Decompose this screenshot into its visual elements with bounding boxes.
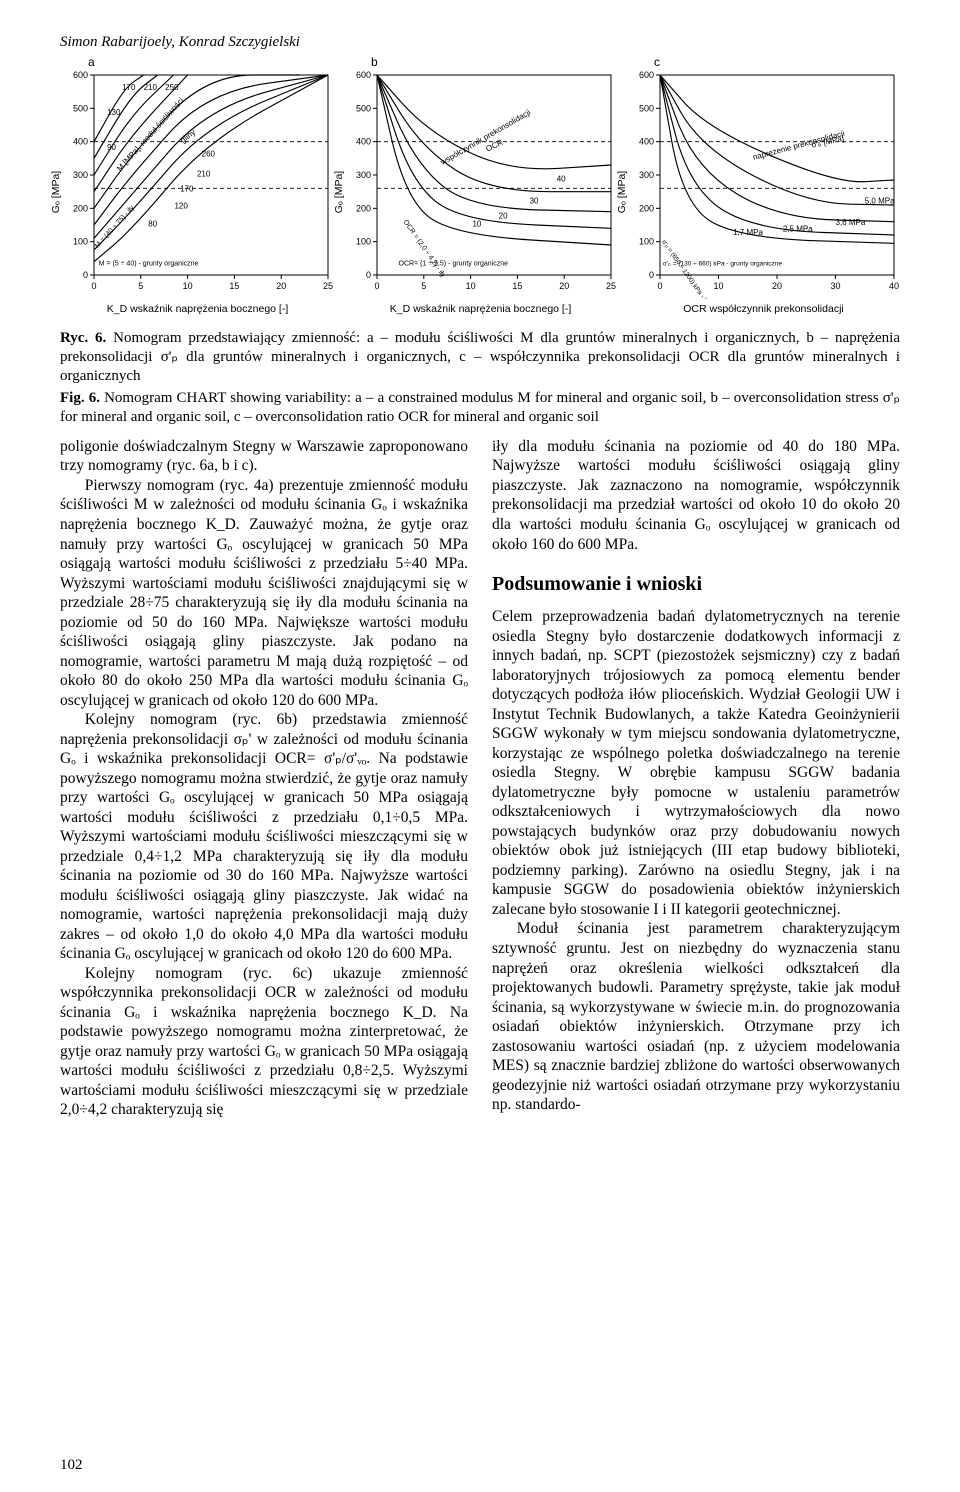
svg-text:400: 400 bbox=[73, 137, 88, 147]
svg-text:0: 0 bbox=[366, 270, 371, 280]
body-p7: Moduł ścinania jest parametrem charakter… bbox=[492, 919, 900, 1114]
svg-text:600: 600 bbox=[73, 70, 88, 80]
svg-text:500: 500 bbox=[73, 103, 88, 113]
body-p4: Kolejny nomogram (ryc. 6c) ukazuje zmien… bbox=[60, 964, 468, 1120]
svg-text:σ'ₚ = (650 ÷ 1200) kPa - iły: σ'ₚ = (650 ÷ 1200) kPa - iły bbox=[660, 239, 710, 299]
svg-text:500: 500 bbox=[639, 103, 654, 113]
figure-row: a Gₒ [MPa] 01002003004005006000510152025… bbox=[60, 69, 900, 315]
svg-text:0: 0 bbox=[91, 281, 96, 291]
panel-c: c Gₒ [MPa] 0100200300400500600010203040n… bbox=[626, 69, 901, 315]
svg-text:25: 25 bbox=[606, 281, 616, 291]
body-p3: Kolejny nomogram (ryc. 6b) przedstawia z… bbox=[60, 710, 468, 964]
svg-text:M = (40 ÷ 75) - iły: M = (40 ÷ 75) - iły bbox=[94, 204, 136, 250]
svg-text:200: 200 bbox=[639, 203, 654, 213]
svg-text:15: 15 bbox=[512, 281, 522, 291]
svg-text:20: 20 bbox=[772, 281, 782, 291]
svg-text:300: 300 bbox=[639, 170, 654, 180]
svg-text:100: 100 bbox=[356, 237, 371, 247]
svg-text:3,6 MPa: 3,6 MPa bbox=[836, 218, 866, 227]
svg-text:170: 170 bbox=[180, 185, 194, 194]
panel-b-label: b bbox=[371, 55, 378, 69]
svg-text:0: 0 bbox=[83, 270, 88, 280]
panel-b: b Gₒ [MPa] 01002003004005006000510152025… bbox=[343, 69, 618, 315]
svg-text:400: 400 bbox=[356, 137, 371, 147]
body-p1: poligonie doświadczalnym Stegny w Warsza… bbox=[60, 437, 468, 476]
svg-text:20: 20 bbox=[276, 281, 286, 291]
svg-text:1,7 MPa: 1,7 MPa bbox=[733, 228, 763, 237]
body-columns: poligonie doświadczalnym Stegny w Warsza… bbox=[60, 437, 900, 1120]
svg-text:0: 0 bbox=[657, 281, 662, 291]
svg-text:współczynnik prekonsolidacji: współczynnik prekonsolidacji bbox=[438, 108, 532, 168]
panel-c-label: c bbox=[654, 55, 660, 69]
svg-text:100: 100 bbox=[639, 237, 654, 247]
svg-text:10: 10 bbox=[713, 281, 723, 291]
svg-text:OCR= (1 ÷ 2,5) - grunty organi: OCR= (1 ÷ 2,5) - grunty organiczne bbox=[399, 261, 509, 268]
svg-text:170: 170 bbox=[122, 83, 136, 92]
svg-text:10: 10 bbox=[472, 220, 481, 229]
body-p5: iły dla modułu ścinania na poziomie od 4… bbox=[492, 437, 900, 554]
svg-text:500: 500 bbox=[356, 103, 371, 113]
figure-caption: Ryc. 6. Nomogram przedstawiający zmienno… bbox=[60, 329, 900, 427]
svg-text:210: 210 bbox=[144, 83, 158, 92]
svg-text:20: 20 bbox=[559, 281, 569, 291]
svg-text:300: 300 bbox=[73, 170, 88, 180]
body-p2: Pierwszy nomogram (ryc. 4a) prezentuje z… bbox=[60, 476, 468, 710]
panel-a-ylabel: Gₒ [MPa] bbox=[50, 171, 62, 213]
svg-text:5,0 MPa: 5,0 MPa bbox=[865, 196, 895, 205]
svg-text:90: 90 bbox=[107, 143, 116, 152]
svg-text:200: 200 bbox=[356, 203, 371, 213]
panel-b-ylabel: Gₒ [MPa] bbox=[333, 171, 345, 213]
svg-text:10: 10 bbox=[183, 281, 193, 291]
svg-text:100: 100 bbox=[73, 237, 88, 247]
svg-text:600: 600 bbox=[356, 70, 371, 80]
svg-text:2,5 MPa: 2,5 MPa bbox=[783, 225, 813, 234]
svg-text:5: 5 bbox=[421, 281, 426, 291]
svg-text:30: 30 bbox=[530, 196, 539, 205]
panel-a-label: a bbox=[88, 55, 95, 69]
body-p6: Celem przeprowadzenia badań dylatometryc… bbox=[492, 607, 900, 919]
panel-b-xlabel: K_D wskaźnik naprężenia bocznego [-] bbox=[343, 303, 618, 315]
svg-text:40: 40 bbox=[889, 281, 899, 291]
svg-text:M = (5 ÷ 40) - grunty organicz: M = (5 ÷ 40) - grunty organiczne bbox=[99, 261, 199, 268]
running-head: Simon Rabarijoely, Konrad Szczygielski bbox=[60, 34, 900, 51]
svg-text:300: 300 bbox=[356, 170, 371, 180]
svg-text:260: 260 bbox=[202, 150, 216, 159]
section-heading: Podsumowanie i wnioski bbox=[492, 572, 900, 597]
svg-text:15: 15 bbox=[229, 281, 239, 291]
svg-text:30: 30 bbox=[830, 281, 840, 291]
svg-text:40: 40 bbox=[557, 175, 566, 184]
svg-text:210: 210 bbox=[197, 170, 211, 179]
svg-text:400: 400 bbox=[639, 137, 654, 147]
svg-text:120: 120 bbox=[174, 201, 188, 210]
svg-text:80: 80 bbox=[148, 220, 157, 229]
svg-text:250: 250 bbox=[165, 83, 179, 92]
svg-text:600: 600 bbox=[639, 70, 654, 80]
panel-a: a Gₒ [MPa] 01002003004005006000510152025… bbox=[60, 69, 335, 315]
svg-text:0: 0 bbox=[374, 281, 379, 291]
svg-text:5: 5 bbox=[138, 281, 143, 291]
svg-text:200: 200 bbox=[73, 203, 88, 213]
panel-c-xlabel: OCR współczynnik prekonsolidacji bbox=[626, 303, 901, 315]
svg-text:10: 10 bbox=[466, 281, 476, 291]
svg-text:gliny: gliny bbox=[179, 128, 198, 145]
svg-text:130: 130 bbox=[107, 108, 121, 117]
page-number: 102 bbox=[60, 1457, 83, 1474]
svg-text:25: 25 bbox=[323, 281, 333, 291]
svg-text:20: 20 bbox=[499, 211, 508, 220]
svg-text:0: 0 bbox=[649, 270, 654, 280]
svg-text:OCR = (2,0 ÷ 4,2) - iły: OCR = (2,0 ÷ 4,2) - iły bbox=[402, 219, 447, 279]
panel-c-ylabel: Gₒ [MPa] bbox=[616, 171, 628, 213]
panel-a-xlabel: K_D wskaźnik naprężenia bocznego [-] bbox=[60, 303, 335, 315]
